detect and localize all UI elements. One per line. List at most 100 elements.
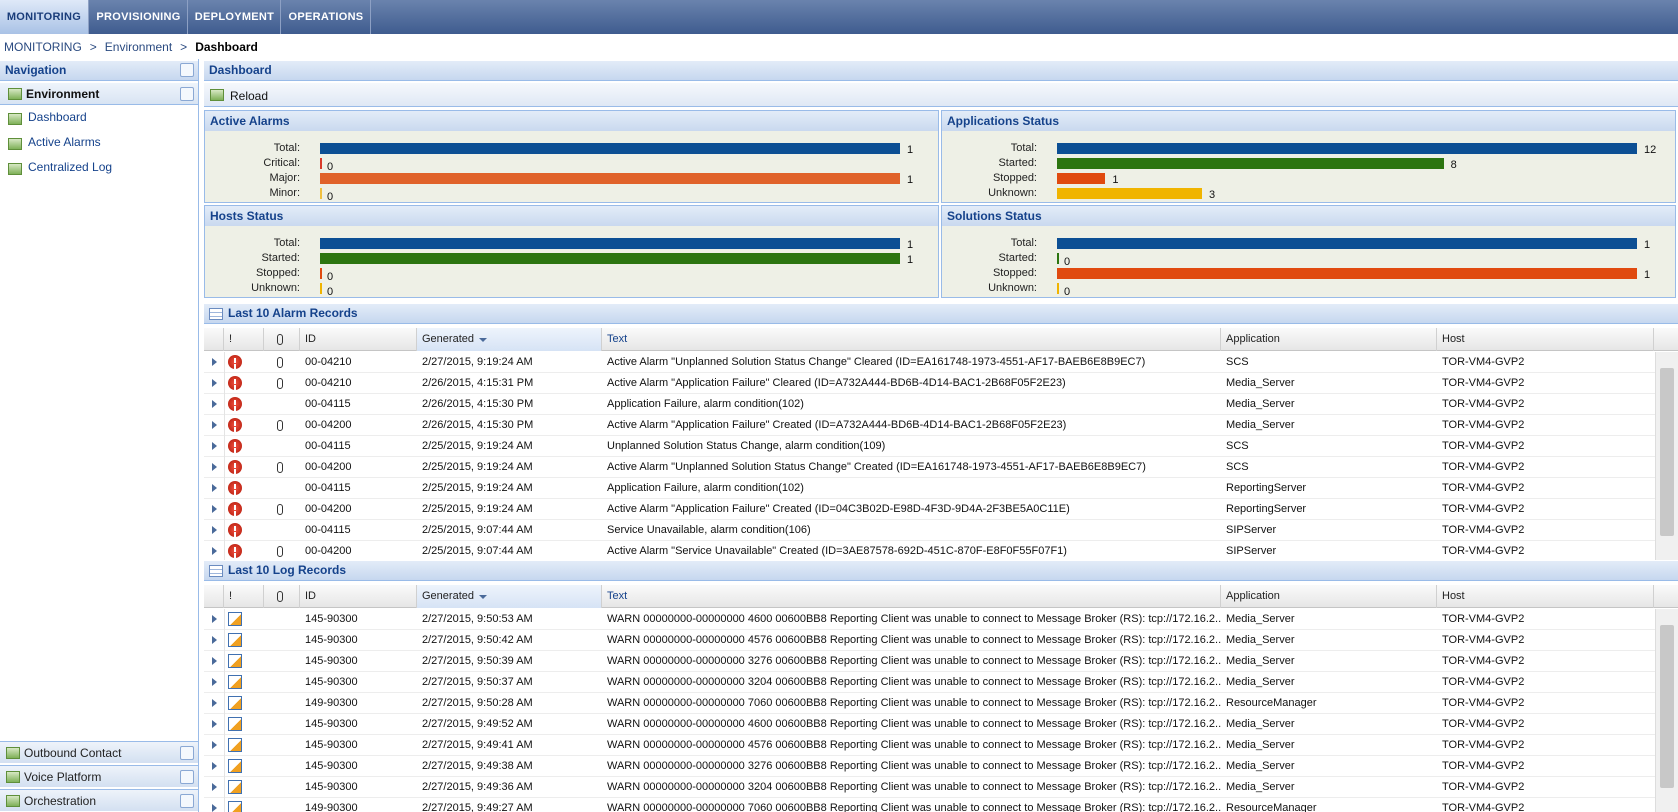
header-cell[interactable]: !	[224, 585, 264, 608]
collapse-button[interactable]	[180, 63, 194, 77]
expand-button[interactable]	[180, 770, 194, 784]
table-row[interactable]: 145-90300 2/27/2015, 9:50:42 AM WARN 00000…	[204, 630, 1655, 651]
table-row[interactable]: 145-90300 2/27/2015, 9:50:53 AM WARN 00000…	[204, 609, 1655, 630]
header-cell[interactable]: Generated	[417, 328, 602, 351]
menu-tab[interactable]: PROVISIONING	[90, 0, 188, 34]
table-row[interactable]: 145-90300 2/27/2015, 9:49:41 AM WARN 00000…	[204, 735, 1655, 756]
table-row[interactable]: 00-04210 2/27/2015, 9:19:24 AM Active Alar…	[204, 352, 1655, 373]
header-cell[interactable]: ID	[300, 585, 417, 608]
table-row[interactable]: 145-90300 2/27/2015, 9:49:52 AM WARN 00000…	[204, 714, 1655, 735]
row-expander[interactable]	[212, 657, 217, 665]
header-cell[interactable]: Text	[602, 328, 1221, 351]
header-cell[interactable]: Host	[1437, 328, 1654, 351]
nav-group[interactable]: Voice Platform	[0, 765, 198, 787]
expand-button[interactable]	[180, 794, 194, 808]
row-expander[interactable]	[212, 720, 217, 728]
table-row[interactable]: 149-90300 2/27/2015, 9:50:28 AM WARN 00000…	[204, 693, 1655, 714]
row-expander[interactable]	[212, 804, 217, 812]
row-expander[interactable]	[212, 678, 217, 686]
nav-item[interactable]: Dashboard	[28, 110, 87, 124]
row-expander[interactable]	[212, 699, 217, 707]
row-expander[interactable]	[212, 783, 217, 791]
row-expander[interactable]	[212, 547, 217, 555]
stat-value: 3	[1209, 189, 1216, 201]
table-row[interactable]: 145-90300 2/27/2015, 9:50:39 AM WARN 00000…	[204, 651, 1655, 672]
row-expander[interactable]	[212, 358, 217, 366]
sort-arrow	[479, 338, 487, 342]
row-expander[interactable]	[212, 442, 217, 450]
header-cell[interactable]: Host	[1437, 585, 1654, 608]
row-expander[interactable]	[212, 741, 217, 749]
stat-bar	[320, 158, 322, 169]
reload-button[interactable]	[210, 88, 230, 104]
cell-application: ResourceManager	[1226, 697, 1317, 709]
attachment-header[interactable]	[264, 328, 300, 351]
menu-tab[interactable]: OPERATIONS	[282, 0, 371, 34]
header-cell[interactable]: !	[224, 328, 264, 351]
header-cell[interactable]: Text	[602, 585, 1221, 608]
table-row[interactable]: 00-04115 2/25/2015, 9:19:24 AM Application…	[204, 478, 1655, 499]
table-row[interactable]: 00-04115 2/25/2015, 9:07:44 AM Service Una…	[204, 520, 1655, 541]
table-row[interactable]: 145-90300 2/27/2015, 9:49:38 AM WARN 00000…	[204, 756, 1655, 777]
header-cell[interactable]: Application	[1221, 328, 1437, 351]
row-expander[interactable]	[212, 484, 217, 492]
cell-text: WARN 00000000-00000000 7060 00600BB8 Rep…	[607, 697, 1221, 709]
group-title: Voice Platform	[24, 770, 102, 784]
stat-label: Unknown:	[988, 282, 1037, 294]
panel-title: Applications Status	[942, 111, 1675, 131]
row-expander[interactable]	[212, 421, 217, 429]
group-header[interactable]: Environment	[0, 83, 198, 105]
cell-id: 145-90300	[305, 781, 358, 793]
table-row[interactable]: 00-04200 2/25/2015, 9:07:44 AM Active Alar…	[204, 541, 1655, 560]
table-row[interactable]: 00-04210 2/26/2015, 4:15:31 PM Active Alar…	[204, 373, 1655, 394]
nav-item[interactable]: Centralized Log	[28, 160, 113, 174]
table-row[interactable]: 149-90300 2/27/2015, 9:49:27 AM WARN 00000…	[204, 798, 1655, 812]
scroll-thumb[interactable]	[1660, 625, 1674, 788]
breadcrumb-item[interactable]: Environment	[104, 40, 173, 54]
breadcrumb-item[interactable]: MONITORING	[4, 40, 82, 54]
cell-generated: 2/25/2015, 9:07:44 AM	[422, 545, 533, 557]
row-expander[interactable]	[212, 379, 217, 387]
scroll-thumb[interactable]	[1660, 368, 1674, 536]
cell-text: WARN 00000000-00000000 3276 00600BB8 Rep…	[607, 760, 1221, 772]
cell-host: TOR-VM4-GVP2	[1442, 655, 1525, 667]
table-row[interactable]: 00-04200 2/26/2015, 4:15:30 PM Active Alar…	[204, 415, 1655, 436]
header-cell[interactable]: Generated	[417, 585, 602, 608]
status-panel: Applications Status Total: 12 Started: 8 Stop…	[941, 110, 1676, 203]
grid-line	[224, 693, 225, 714]
nav-group[interactable]: Outbound Contact	[0, 741, 198, 763]
header-cell[interactable]: Application	[1221, 585, 1437, 608]
nav-group[interactable]: Orchestration	[0, 789, 198, 811]
row-expander[interactable]	[212, 615, 217, 623]
row-expander[interactable]	[212, 526, 217, 534]
menu-tab[interactable]: DEPLOYMENT	[189, 0, 281, 34]
group-collapse[interactable]	[180, 87, 194, 101]
table-row[interactable]: 145-90300 2/27/2015, 9:49:36 AM WARN 00000…	[204, 777, 1655, 798]
row-expander[interactable]	[212, 400, 217, 408]
cell-application: ReportingServer	[1226, 503, 1307, 515]
group-icon	[6, 795, 20, 807]
cell-host: TOR-VM4-GVP2	[1442, 524, 1525, 536]
stat-bar	[1057, 173, 1106, 184]
row-expander[interactable]	[212, 762, 217, 770]
stat-value: 8	[1450, 159, 1457, 171]
attachment-header[interactable]	[264, 585, 300, 608]
nav-item[interactable]: Active Alarms	[28, 135, 101, 149]
menu-tab[interactable]: MONITORING	[0, 0, 89, 34]
header-cell[interactable]: ID	[300, 328, 417, 351]
table-row[interactable]: 00-04200 2/25/2015, 9:19:24 AM Active Alar…	[204, 457, 1655, 478]
table-row[interactable]: 00-04115 2/26/2015, 4:15:30 PM Application…	[204, 394, 1655, 415]
row-expander[interactable]	[212, 463, 217, 471]
row-icon	[228, 738, 242, 752]
reload-icon	[210, 89, 224, 101]
cell-text: WARN 00000000-00000000 3204 00600BB8 Rep…	[607, 781, 1221, 793]
stat-label: Stopped:	[992, 172, 1037, 184]
row-expander[interactable]	[212, 505, 217, 513]
table-row[interactable]: 00-04200 2/25/2015, 9:19:24 AM Active Alar…	[204, 499, 1655, 520]
table-row[interactable]: 00-04115 2/25/2015, 9:19:24 AM Unplanned S…	[204, 436, 1655, 457]
table-row[interactable]: 145-90300 2/27/2015, 9:50:37 AM WARN 00000…	[204, 672, 1655, 693]
row-expander[interactable]	[212, 636, 217, 644]
expand-button[interactable]	[180, 746, 194, 760]
reload-label[interactable]: Reload	[230, 89, 269, 103]
cell-generated: 2/27/2015, 9:49:52 AM	[422, 718, 533, 730]
